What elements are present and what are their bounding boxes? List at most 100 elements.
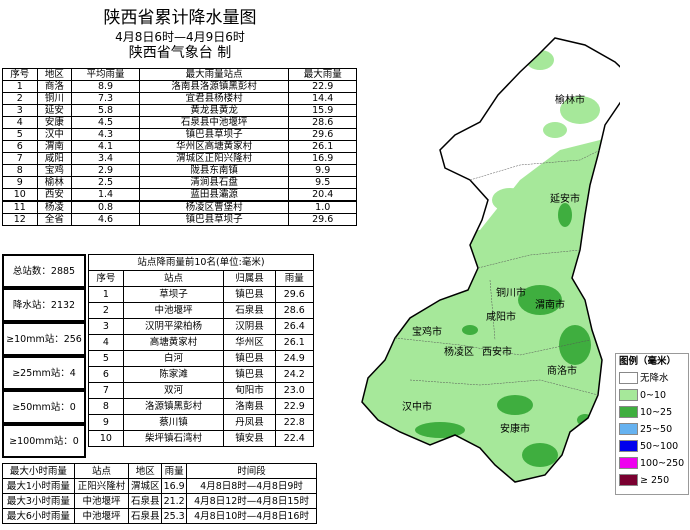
table-cell: 0.8 — [71, 200, 140, 214]
table-cell: 蓝田县灞源 — [138, 188, 290, 202]
rain-0-10-area — [362, 120, 620, 482]
table-cell: 22.8 — [274, 414, 315, 431]
table-row: 6 渭南 4.1 华州区高塘黄家村 26.1 — [2, 140, 357, 153]
table-cell: 3 — [88, 318, 124, 335]
table-cell: 石泉县中池堰坪 — [138, 116, 290, 129]
table-cell: 高塘黄家村 — [122, 334, 225, 351]
table-row: 12 全省 4.6 镇巴县草坝子 29.6 — [2, 213, 357, 226]
table-cell: 正阳兴隆村 — [73, 478, 130, 494]
stat-box: ≥25mm站：4 — [2, 356, 86, 390]
city-label: 汉中市 — [402, 402, 432, 413]
city-label: 商洛市 — [547, 366, 577, 377]
legend-swatch — [619, 423, 638, 435]
table-cell: 最大3小时雨量 — [2, 493, 75, 509]
table-cell: 柴坪镇石湾村 — [122, 430, 225, 447]
table-cell: 9 — [2, 176, 38, 189]
table-cell: 11 — [2, 200, 38, 214]
table-cell: 最大1小时雨量 — [2, 478, 75, 494]
table-row: 2 中池堰坪 石泉县 28.6 — [88, 302, 315, 319]
column-header: 序号 — [88, 270, 124, 287]
legend-label: 50~100 — [640, 440, 679, 452]
legend-item: 0~10 — [619, 389, 685, 401]
table-cell: 4.6 — [71, 213, 140, 226]
table-cell: 7 — [88, 382, 124, 399]
legend-swatch — [619, 474, 638, 486]
table-row: 10 西安 1.4 蓝田县灞源 20.4 — [2, 188, 357, 202]
table-cell: 2.5 — [71, 176, 140, 189]
table-cell: 镇巴县草坝子 — [138, 213, 290, 226]
table-row: 4 高塘黄家村 华州区 26.1 — [88, 334, 315, 351]
top10-stations-table: 站点降雨量前10名(单位:毫米) 序号 站点 归属县 雨量 1 草坝子 镇巴县 29.6 2 中池堰… — [88, 254, 315, 447]
table-cell: 咸阳 — [36, 152, 73, 165]
shaanxi-precipitation-map — [361, 37, 620, 483]
legend-label: 10~25 — [640, 406, 673, 418]
table-cell: 镇巴县 — [223, 286, 276, 303]
table-cell: 洛源镇黑彭村 — [122, 398, 225, 415]
producer: 陕西省气象台 制 — [128, 45, 232, 61]
table-cell: 镇巴县 — [223, 366, 276, 383]
table-cell: 3 — [2, 104, 38, 117]
table-cell: 22.9 — [274, 398, 315, 415]
table-cell: 宝鸡 — [36, 164, 73, 177]
legend-label: 25~50 — [640, 423, 673, 435]
table-cell: 最大6小时雨量 — [2, 508, 75, 524]
legend-label: 100~250 — [640, 457, 685, 469]
table-cell: 4月8日10时—4月8日16时 — [186, 508, 317, 524]
table-cell: 2 — [2, 92, 38, 105]
table-cell: 16.9 — [161, 478, 188, 494]
legend-swatch — [619, 406, 638, 418]
table-cell: 29.6 — [288, 213, 357, 226]
table-row: 9 蔡川镇 丹凤县 22.8 — [88, 414, 315, 431]
table-cell: 26.1 — [274, 334, 315, 351]
table-cell: 镇巴县 — [223, 350, 276, 367]
table-cell: 镇巴县草坝子 — [138, 128, 290, 141]
table-cell: 旬阳市 — [223, 382, 276, 399]
table-cell: 6 — [2, 140, 38, 153]
table-row: 8 宝鸡 2.9 陇县东南镇 9.9 — [2, 164, 357, 177]
legend-item: 100~250 — [619, 457, 685, 469]
column-header: 站点 — [122, 270, 225, 287]
station-stats: 总站数：2885 降水站：2132 ≥10mm站：256 ≥25mm站：4 ≥50mm站… — [2, 254, 86, 458]
table-row: 3 延安 5.8 黄龙县黄龙 15.9 — [2, 104, 357, 117]
table-cell: 3.4 — [71, 152, 140, 165]
table-cell: 1 — [2, 80, 38, 93]
table-cell: 中池堰坪 — [122, 302, 225, 319]
table-cell: 8 — [2, 164, 38, 177]
table-row: 11 杨凌 0.8 杨凌区曹堡村 1.0 — [2, 200, 357, 214]
table-cell: 25.3 — [161, 508, 188, 524]
column-header: 序号 — [2, 68, 38, 81]
table-cell: 黄龙县黄龙 — [138, 104, 290, 117]
table-cell: 蔡川镇 — [122, 414, 225, 431]
table-cell: 22.4 — [274, 430, 315, 447]
table-cell: 23.0 — [274, 382, 315, 399]
table-row: 1 商洛 8.9 洛南县洛源镇黑彭村 22.9 — [2, 80, 357, 93]
table-cell: 渭城区正阳兴隆村 — [138, 152, 290, 165]
table-cell: 4 — [88, 334, 124, 351]
table-row: 9 榆林 2.5 清涧县石盘 9.5 — [2, 176, 357, 189]
table-cell: 华州区 — [223, 334, 276, 351]
city-label: 延安市 — [550, 194, 580, 205]
table-cell: 6 — [88, 366, 124, 383]
table-row: 5 汉中 4.3 镇巴县草坝子 29.6 — [2, 128, 357, 141]
table-cell: 石泉县 — [128, 508, 163, 524]
city-label: 宝鸡市 — [412, 327, 442, 338]
table-cell: 中池堰坪 — [73, 493, 130, 509]
table-cell: 陇县东南镇 — [138, 164, 290, 177]
table-cell: 商洛 — [36, 80, 73, 93]
table-cell: 全省 — [36, 213, 73, 226]
table-cell: 渭南 — [36, 140, 73, 153]
table-cell: 12 — [2, 213, 38, 226]
table-cell: 杨凌区曹堡村 — [138, 200, 290, 214]
table-cell: 5 — [2, 128, 38, 141]
legend-item: 50~100 — [619, 440, 685, 452]
city-label: 咸阳市 — [486, 312, 516, 323]
stat-box: ≥100mm站：0 — [2, 424, 86, 458]
table-cell: 2 — [88, 302, 124, 319]
legend-item: 无降水 — [619, 372, 685, 384]
city-label: 西安市 — [482, 347, 512, 358]
table-row: 3 汉阴平梁柏杨 汉阴县 26.4 — [88, 318, 315, 335]
table-row: 1 草坝子 镇巴县 29.6 — [88, 286, 315, 303]
column-header: 归属县 — [223, 270, 276, 287]
table-cell: 9 — [88, 414, 124, 431]
legend-label: 无降水 — [640, 372, 669, 384]
